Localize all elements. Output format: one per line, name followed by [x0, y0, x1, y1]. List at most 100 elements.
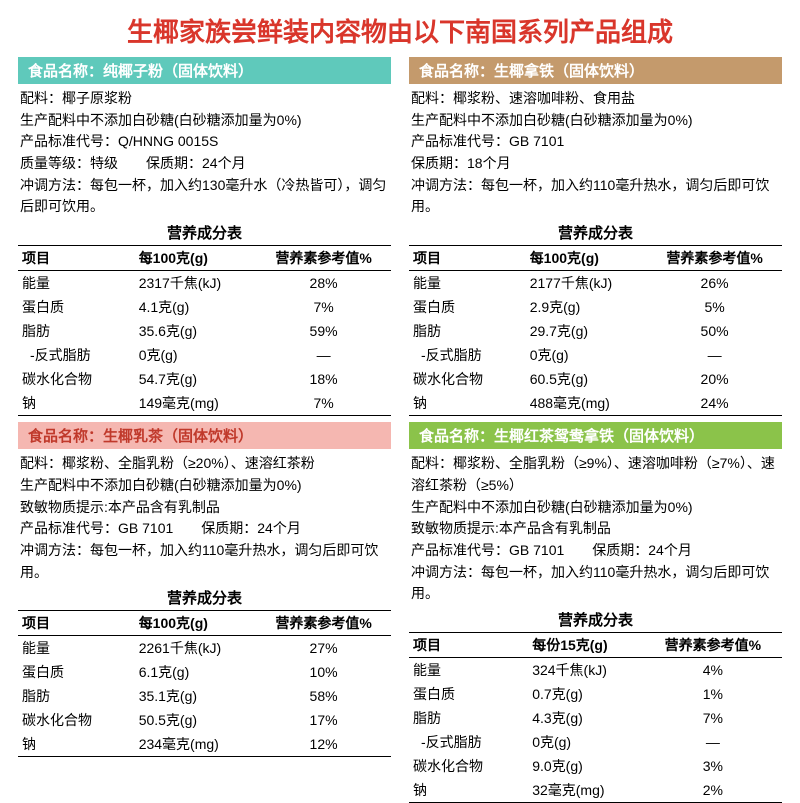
table-cell: 20% [647, 367, 782, 391]
table-cell: 脂肪 [18, 684, 119, 708]
product-info: 配料：椰浆粉、速溶咖啡粉、食用盐生产配料中不添加白砂糖(白砂糖添加量为0%)产品… [409, 88, 782, 218]
table-cell: 10% [256, 660, 391, 684]
table-cell: 0克(g) [510, 343, 647, 367]
info-line: 生产配料中不添加白砂糖(白砂糖添加量为0%) [20, 110, 389, 132]
table-cell: 50% [647, 319, 782, 343]
table-row: -反式脂肪0克(g)— [409, 730, 782, 754]
product-card: 食品名称：纯椰子粉（固体饮料） 配料：椰子原浆粉生产配料中不添加白砂糖(白砂糖添加… [18, 57, 391, 416]
table-row: 脂肪35.1克(g)58% [18, 684, 391, 708]
table-row: 蛋白质0.7克(g)1% [409, 682, 782, 706]
nutrition-table: 项目每100克(g)营养素参考值%能量2177千焦(kJ)26%蛋白质2.9克(… [409, 245, 782, 416]
table-cell: 能量 [18, 636, 119, 661]
table-cell: 碳水化合物 [18, 708, 119, 732]
table-header: 项目 [409, 246, 510, 271]
info-line: 冲调方法：每包一杯，加入约110毫升热水，调匀后即可饮用。 [411, 562, 780, 605]
table-cell: 2.9克(g) [510, 295, 647, 319]
info-line: 冲调方法：每包一杯，加入约110毫升热水，调匀后即可饮用。 [20, 540, 389, 583]
table-cell: — [256, 343, 391, 367]
info-line: 配料：椰浆粉、全脂乳粉（≥9%）、速溶咖啡粉（≥7%）、速溶红茶粉（≥5%） [411, 453, 780, 496]
info-line: 致敏物质提示:本产品含有乳制品 [411, 518, 780, 540]
table-cell: 脂肪 [409, 319, 510, 343]
table-cell: 1% [644, 682, 782, 706]
table-cell: 3% [644, 754, 782, 778]
product-grid: 食品名称：纯椰子粉（固体饮料） 配料：椰子原浆粉生产配料中不添加白砂糖(白砂糖添加… [18, 57, 782, 803]
info-line: 配料：椰子原浆粉 [20, 88, 389, 110]
info-line: 产品标准代号：GB 7101 保质期：24个月 [411, 540, 780, 562]
info-line: 产品标准代号：GB 7101 保质期：24个月 [20, 518, 389, 540]
table-cell: 6.1克(g) [119, 660, 256, 684]
table-row: 蛋白质2.9克(g)5% [409, 295, 782, 319]
product-info: 配料：椰浆粉、全脂乳粉（≥9%）、速溶咖啡粉（≥7%）、速溶红茶粉（≥5%）生产… [409, 453, 782, 605]
table-cell: 蛋白质 [409, 295, 510, 319]
table-cell: 蛋白质 [18, 660, 119, 684]
table-cell: 碳水化合物 [18, 367, 119, 391]
table-header: 每100克(g) [510, 246, 647, 271]
product-name-bar: 食品名称：生椰拿铁（固体饮料） [409, 57, 782, 84]
table-cell: 26% [647, 271, 782, 296]
table-row: 能量324千焦(kJ)4% [409, 657, 782, 682]
table-row: -反式脂肪0克(g)— [409, 343, 782, 367]
nutrition-title: 营养成分表 [409, 609, 782, 630]
table-cell: 2317千焦(kJ) [119, 271, 256, 296]
table-cell: 18% [256, 367, 391, 391]
table-cell: 9.0克(g) [512, 754, 644, 778]
table-cell: 24% [647, 391, 782, 416]
table-cell: 29.7克(g) [510, 319, 647, 343]
table-cell: 58% [256, 684, 391, 708]
table-header: 每100克(g) [119, 611, 256, 636]
main-title: 生椰家族尝鲜装内容物由以下南国系列产品组成 [18, 12, 782, 49]
table-header: 营养素参考值% [256, 611, 391, 636]
table-cell: 钠 [409, 778, 512, 803]
table-cell: 4.1克(g) [119, 295, 256, 319]
table-row: 钠32毫克(mg)2% [409, 778, 782, 803]
table-cell: 能量 [18, 271, 119, 296]
product-name-bar: 食品名称：纯椰子粉（固体饮料） [18, 57, 391, 84]
info-line: 产品标准代号：Q/HNNG 0015S [20, 131, 389, 153]
table-cell: 27% [256, 636, 391, 661]
table-row: 能量2261千焦(kJ)27% [18, 636, 391, 661]
info-line: 配料：椰浆粉、速溶咖啡粉、食用盐 [411, 88, 780, 110]
nutrition-table: 项目每100克(g)营养素参考值%能量2317千焦(kJ)28%蛋白质4.1克(… [18, 245, 391, 416]
table-cell: 能量 [409, 657, 512, 682]
table-cell: 35.6克(g) [119, 319, 256, 343]
table-header: 每100克(g) [119, 246, 256, 271]
table-cell: -反式脂肪 [409, 730, 512, 754]
product-card: 食品名称：生椰乳茶（固体饮料） 配料：椰浆粉、全脂乳粉（≥20%）、速溶红茶粉生产… [18, 422, 391, 803]
product-card: 食品名称：生椰红茶鸳鸯拿铁（固体饮料） 配料：椰浆粉、全脂乳粉（≥9%）、速溶咖啡… [409, 422, 782, 803]
table-cell: 蛋白质 [18, 295, 119, 319]
table-cell: -反式脂肪 [409, 343, 510, 367]
table-cell: 32毫克(mg) [512, 778, 644, 803]
table-row: 能量2317千焦(kJ)28% [18, 271, 391, 296]
info-line: 配料：椰浆粉、全脂乳粉（≥20%）、速溶红茶粉 [20, 453, 389, 475]
nutrition-table: 项目每份15克(g)营养素参考值%能量324千焦(kJ)4%蛋白质0.7克(g)… [409, 632, 782, 803]
table-cell: 54.7克(g) [119, 367, 256, 391]
table-row: 碳水化合物9.0克(g)3% [409, 754, 782, 778]
table-header: 营养素参考值% [647, 246, 782, 271]
nutrition-table: 项目每100克(g)营养素参考值%能量2261千焦(kJ)27%蛋白质6.1克(… [18, 610, 391, 757]
table-cell: 钠 [18, 732, 119, 757]
table-cell: 59% [256, 319, 391, 343]
info-line: 生产配料中不添加白砂糖(白砂糖添加量为0%) [20, 475, 389, 497]
table-row: 脂肪29.7克(g)50% [409, 319, 782, 343]
table-row: 能量2177千焦(kJ)26% [409, 271, 782, 296]
table-row: -反式脂肪0克(g)— [18, 343, 391, 367]
table-cell: 60.5克(g) [510, 367, 647, 391]
table-row: 钠488毫克(mg)24% [409, 391, 782, 416]
table-cell: 35.1克(g) [119, 684, 256, 708]
table-cell: 2261千焦(kJ) [119, 636, 256, 661]
table-cell: 0.7克(g) [512, 682, 644, 706]
table-cell: 2% [644, 778, 782, 803]
product-name-bar: 食品名称：生椰红茶鸳鸯拿铁（固体饮料） [409, 422, 782, 449]
table-cell: 17% [256, 708, 391, 732]
table-header: 项目 [18, 246, 119, 271]
table-cell: 7% [256, 391, 391, 416]
table-row: 钠234毫克(mg)12% [18, 732, 391, 757]
table-cell: 28% [256, 271, 391, 296]
product-info: 配料：椰浆粉、全脂乳粉（≥20%）、速溶红茶粉生产配料中不添加白砂糖(白砂糖添加… [18, 453, 391, 583]
table-header: 项目 [18, 611, 119, 636]
table-cell: 324千焦(kJ) [512, 657, 644, 682]
product-name-bar: 食品名称：生椰乳茶（固体饮料） [18, 422, 391, 449]
info-line: 冲调方法：每包一杯，加入约130毫升水（冷热皆可），调匀后即可饮用。 [20, 175, 389, 218]
table-header: 每份15克(g) [512, 632, 644, 657]
table-header: 项目 [409, 632, 512, 657]
